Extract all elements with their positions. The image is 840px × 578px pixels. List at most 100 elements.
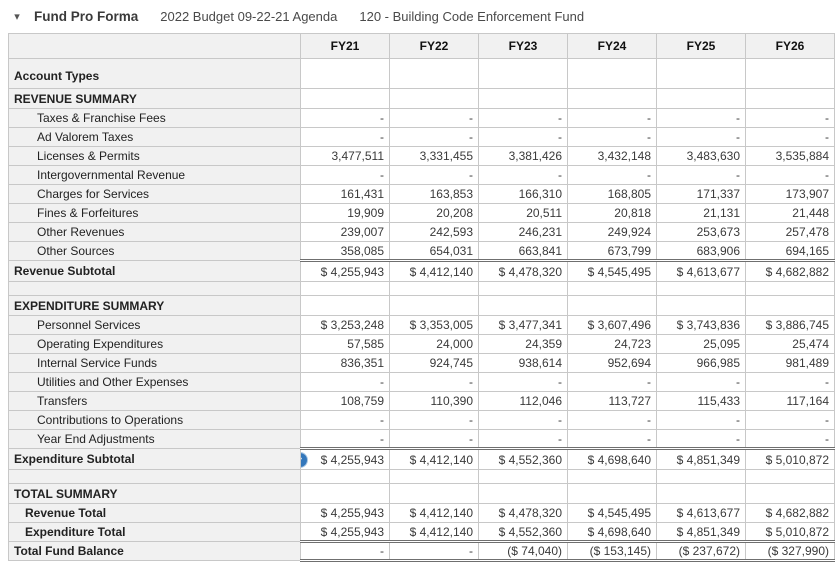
column-header-fy21: FY21 [300, 33, 390, 59]
table-row: Account Types [8, 58, 835, 89]
cell-fy26: 117,164 [745, 391, 835, 411]
cell-fy23 [478, 58, 568, 89]
row-label [8, 469, 301, 484]
cell-fy26: 173,907 [745, 184, 835, 204]
cell-value: - [380, 431, 384, 446]
cell-fy23 [478, 88, 568, 109]
cell-value: 239,007 [340, 225, 384, 239]
cell-value: - [380, 544, 384, 558]
row-label: Personnel Services [8, 315, 301, 335]
cell-value: $ 4,552,360 [498, 452, 562, 467]
cell-fy22: - [389, 372, 479, 392]
cell-value: 20,818 [614, 206, 651, 220]
cell-fy22: $ 3,353,005 [389, 315, 479, 335]
cell-fy21: 3,477,511 [300, 146, 390, 166]
cell-fy21: ▾ $ 4,255,943 [300, 447, 390, 470]
cell-fy21 [300, 295, 390, 316]
cell-fy23: 938,614 [478, 353, 568, 373]
cell-value: $ 4,613,677 [676, 264, 740, 279]
cell-fy24 [567, 88, 657, 109]
cell-fy24 [567, 469, 657, 484]
cell-value: $ 4,851,349 [676, 452, 740, 467]
cell-fy23: 166,310 [478, 184, 568, 204]
cell-value: - [647, 168, 651, 182]
cell-fy22: $ 4,412,140 [389, 447, 479, 470]
cell-fy21: - [300, 127, 390, 147]
row-label: Ad Valorem Taxes [8, 127, 301, 147]
cell-value: $ 5,010,872 [765, 452, 829, 467]
cell-fy22: 3,331,455 [389, 146, 479, 166]
cell-value: 115,433 [697, 394, 741, 408]
cell-fy26 [745, 483, 835, 504]
cell-value: - [380, 111, 384, 125]
cell-fy25: - [656, 127, 746, 147]
cell-fy21: - [300, 410, 390, 430]
cell-fy25 [656, 58, 746, 89]
table-row: Transfers 108,759 110,390 112,046 113,727 115… [8, 391, 835, 411]
cell-value: - [380, 375, 384, 389]
cell-fy26: - [745, 372, 835, 392]
cell-value: 694,165 [785, 243, 829, 258]
cell-value: 25,474 [792, 337, 829, 351]
cell-value: 3,535,884 [775, 149, 829, 163]
cell-fy25: 253,673 [656, 222, 746, 242]
cell-value: 24,000 [436, 337, 473, 351]
cell-fy22: - [389, 108, 479, 128]
cell-fy25: 171,337 [656, 184, 746, 204]
cell-value: 21,131 [703, 206, 740, 220]
cell-fy23 [478, 295, 568, 316]
cell-value: $ 4,412,140 [409, 452, 473, 467]
cell-value: - [380, 168, 384, 182]
cell-value: - [825, 111, 829, 125]
expand-row-icon[interactable]: ▾ [301, 452, 307, 467]
cell-fy21: 108,759 [300, 391, 390, 411]
table-row: Personnel Services $ 3,253,248 $ 3,353,005… [8, 315, 835, 335]
cell-fy22: - [389, 410, 479, 430]
cell-value: 246,231 [518, 225, 562, 239]
cell-fy26: $ 5,010,872 [745, 522, 835, 542]
cell-fy23 [478, 469, 568, 484]
cell-value: - [558, 431, 562, 446]
collapse-section-icon[interactable]: ▾ [14, 11, 20, 23]
cell-fy21: $ 4,255,943 [300, 503, 390, 523]
cell-fy23: - [478, 410, 568, 430]
cell-value: - [558, 168, 562, 182]
row-label: Fines & Forfeitures [8, 203, 301, 223]
row-label: Year End Adjustments [8, 429, 301, 449]
table-row: Fines & Forfeitures 19,909 20,208 20,511 20,… [8, 203, 835, 223]
cell-fy25: 115,433 [656, 391, 746, 411]
cell-fy22 [389, 281, 479, 296]
cell-value: 683,906 [696, 243, 740, 258]
cell-value: - [736, 111, 740, 125]
table-row: TOTAL SUMMARY [8, 483, 835, 504]
cell-fy24: ($ 153,145) [567, 540, 657, 562]
cell-value: 242,593 [429, 225, 473, 239]
cell-fy23: - [478, 127, 568, 147]
cell-value: - [380, 130, 384, 144]
cell-value: $ 4,255,943 [320, 524, 384, 539]
cell-fy24: 20,818 [567, 203, 657, 223]
cell-fy24 [567, 295, 657, 316]
cell-fy22: 924,745 [389, 353, 479, 373]
cell-value: $ 3,353,005 [409, 318, 473, 332]
table-row: Total Fund Balance - - ($ 74,040) ($ 153,145… [8, 540, 835, 562]
cell-value: 358,085 [340, 243, 384, 258]
cell-value: $ 4,545,495 [587, 506, 651, 520]
cell-value: 21,448 [792, 206, 829, 220]
cell-fy25: $ 4,851,349 [656, 447, 746, 470]
table-row: Intergovernmental Revenue - - - - - - [8, 165, 835, 185]
cell-fy22: 24,000 [389, 334, 479, 354]
cell-fy24: 249,924 [567, 222, 657, 242]
cell-value: 253,673 [696, 225, 740, 239]
column-header-row: FY21 FY22 FY23 FY24 FY25 FY26 [8, 33, 835, 59]
cell-fy25: 683,906 [656, 241, 746, 261]
cell-value: - [736, 168, 740, 182]
cell-fy26: - [745, 410, 835, 430]
cell-value: 171,337 [696, 187, 740, 201]
cell-fy24 [567, 58, 657, 89]
cell-fy23: 20,511 [478, 203, 568, 223]
cell-fy25 [656, 281, 746, 296]
row-label: Contributions to Operations [8, 410, 301, 430]
cell-fy25 [656, 483, 746, 504]
cell-fy23: $ 4,478,320 [478, 259, 568, 282]
